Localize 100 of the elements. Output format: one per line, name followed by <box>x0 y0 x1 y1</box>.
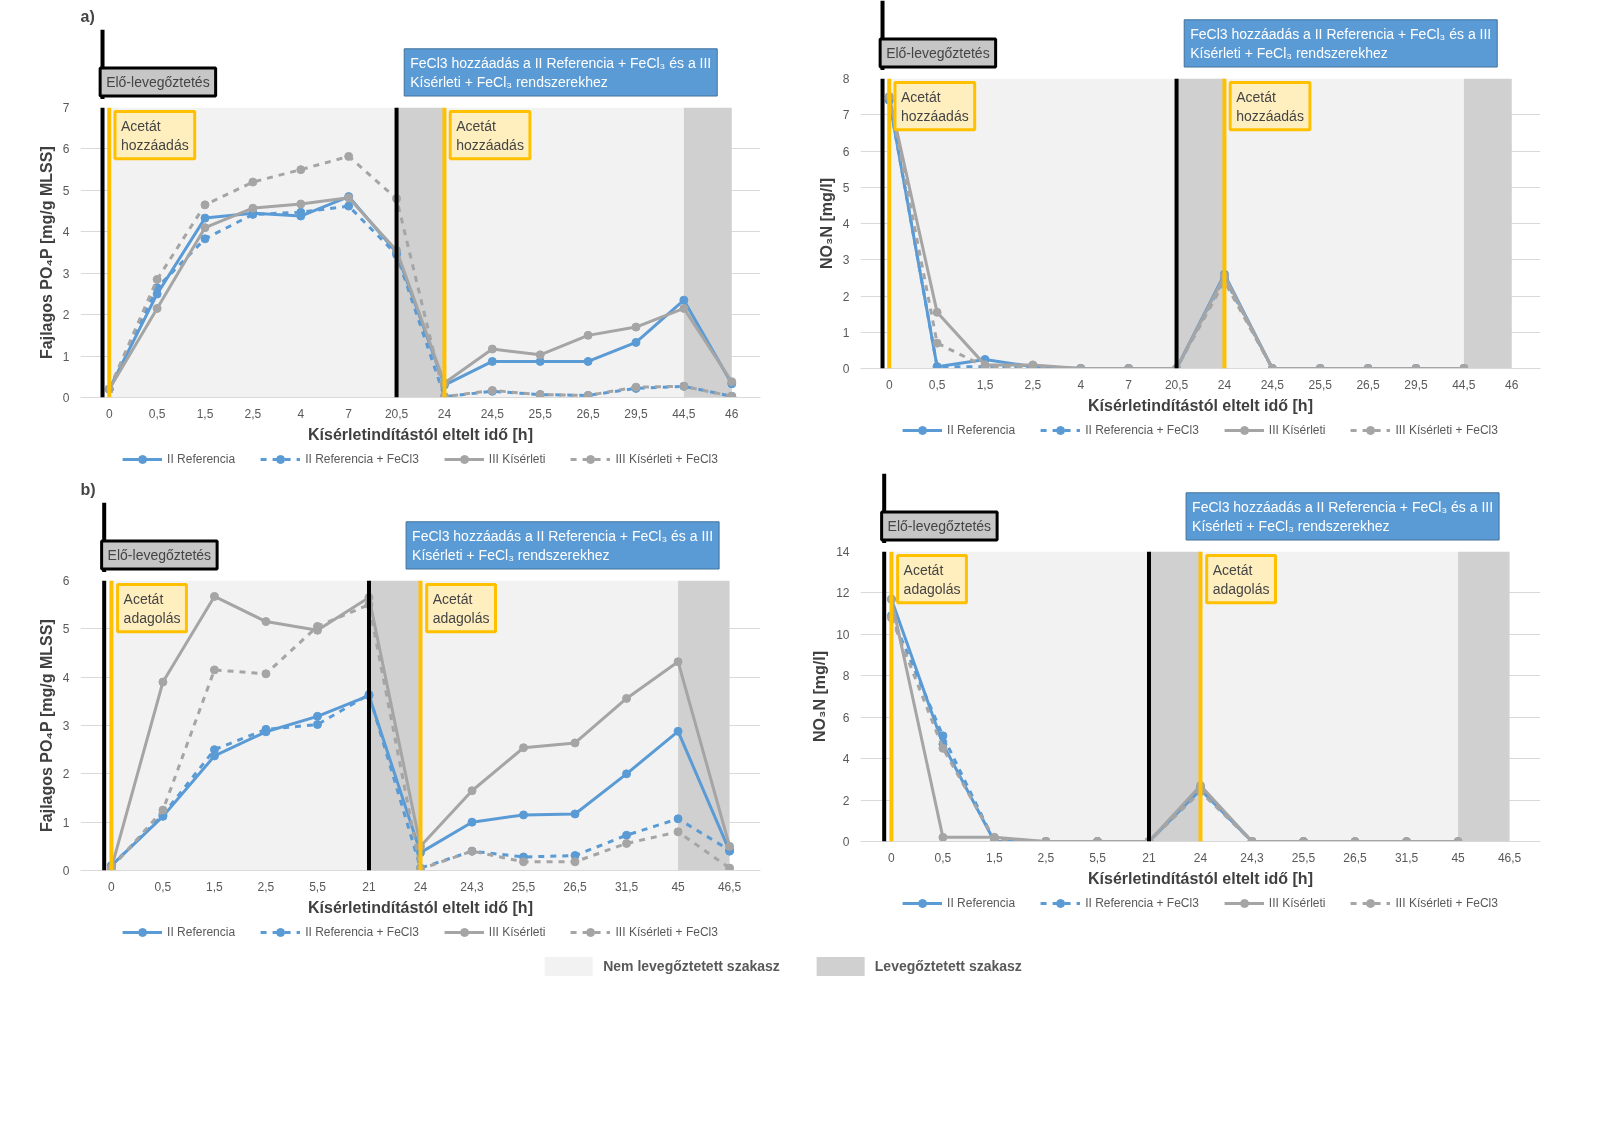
y-tick-label: 10 <box>836 627 850 642</box>
x-axis-title: Kísérletindítástól eltelt idő [h] <box>308 898 533 916</box>
x-tick-label: 0,5 <box>934 850 952 865</box>
x-tick-label: 20,5 <box>1164 377 1189 392</box>
x-tick-label: 24,3 <box>1240 850 1265 865</box>
text: FeCl3 hozzáadás a II Referencia + FeCl₃ és a III Kísérleti + FeCl₃ rendszerekhez <box>410 54 712 90</box>
legend-label: II Referencia + FeCl3 <box>305 452 419 466</box>
y-tick-label: 2 <box>62 767 70 782</box>
text: FeCl3 hozzáadás a II Referencia + FeCl₃ és a III Kísérleti + FeCl₃ rendszerekhez <box>1192 498 1494 534</box>
x-tick-label: 0 <box>108 879 116 894</box>
y-tick-label: 8 <box>842 669 850 684</box>
x-axis-title: Kísérletindítástól eltelt idő [h] <box>308 425 533 443</box>
y-tick-label: 4 <box>62 670 70 685</box>
x-tick-label: 24,3 <box>460 879 485 894</box>
y-tick-label: 0 <box>62 391 70 405</box>
text: FeCl3 hozzáadás a II Referencia + FeCl₃ és a III Kísérleti + FeCl₃ rendszerekhez <box>412 527 714 563</box>
y-tick-label: 6 <box>62 574 70 588</box>
y-tick-label: 1 <box>842 325 850 340</box>
y-tick-label: 3 <box>62 266 70 281</box>
chart-title: b) <box>80 480 96 498</box>
x-axis-title: Kísérletindítástól eltelt idő [h] <box>1088 869 1313 887</box>
x-tick-label: 5,5 <box>1089 850 1107 865</box>
y-axis-title: NO₃N [mg/l] <box>811 651 829 742</box>
x-tick-label: 45 <box>671 879 686 894</box>
y-tick-label: 4 <box>842 217 850 231</box>
legend-label: III Kísérleti <box>1268 423 1326 437</box>
y-tick-label: 5 <box>842 180 850 195</box>
x-tick-label: 2,5 <box>1037 850 1055 865</box>
x-tick-label: 24 <box>413 879 428 894</box>
x-tick-label: 24 <box>1193 850 1208 865</box>
legend-label: III Kísérleti + FeCl3 <box>1395 423 1498 437</box>
y-tick-label: 5 <box>62 183 70 198</box>
y-tick-label: 4 <box>62 225 70 240</box>
x-tick-label: 24,5 <box>480 406 505 421</box>
y-axis-title: NO₃N [mg/l] <box>817 178 835 269</box>
y-tick-label: 8 <box>842 72 850 86</box>
x-tick-label: 31,5 <box>1394 850 1419 865</box>
x-tick-label: 1,5 <box>976 377 994 392</box>
x-tick-label: 26,5 <box>1356 377 1381 392</box>
y-tick-label: 12 <box>836 586 850 601</box>
x-tick-label: 1,5 <box>986 850 1004 865</box>
x-tick-label: 20,5 <box>384 406 409 421</box>
legend-label: Levegőztetett szakasz <box>874 958 1022 974</box>
x-tick-label: 4 <box>1077 377 1085 392</box>
x-tick-label: 26,5 <box>563 879 588 894</box>
y-axis-title: Fajlagos PO₄P [mg/g MLSS] <box>37 146 55 359</box>
x-tick-label: 44,5 <box>672 406 696 421</box>
x-tick-label: 46 <box>1505 377 1519 392</box>
x-tick-label: 1,5 <box>206 879 224 894</box>
x-tick-label: 0 <box>888 850 896 865</box>
y-tick-label: 0 <box>842 835 850 849</box>
ref-line-label: Acetát adagolás <box>1212 561 1270 597</box>
ref-line-label: Elő-levegőztetés <box>886 45 990 61</box>
legend-label: II Referencia + FeCl3 <box>1085 896 1199 910</box>
y-axis-title: Fajlagos PO₄P [mg/g MLSS] <box>37 619 55 832</box>
ref-line-label: Acetát adagolás <box>123 590 181 626</box>
x-tick-label: 25,5 <box>1308 377 1333 392</box>
x-tick-label: 5,5 <box>309 879 327 894</box>
legend-label: II Referencia <box>947 896 1016 910</box>
y-tick-label: 3 <box>62 719 70 733</box>
ref-line-label: Acetát hozzáadás <box>456 117 524 153</box>
x-tick-label: 26,5 <box>576 406 601 421</box>
y-tick-label: 14 <box>836 545 850 559</box>
x-tick-label: 24,5 <box>1260 377 1285 392</box>
x-tick-label: 46,5 <box>1497 850 1522 865</box>
ref-line-label: Acetát adagolás <box>432 590 490 626</box>
legend-label: III Kísérleti + FeCl3 <box>1395 896 1498 910</box>
legend-label: II Referencia <box>167 452 236 466</box>
x-tick-label: 24 <box>437 406 452 421</box>
x-axis-title: Kísérletindítástól eltelt idő [h] <box>1088 396 1313 414</box>
x-tick-label: 25,5 <box>528 406 553 421</box>
ref-line-label: Elő-levegőztetés <box>887 518 992 534</box>
y-tick-label: 7 <box>842 108 850 123</box>
x-tick-label: 0,5 <box>928 377 946 392</box>
y-tick-label: 1 <box>62 349 70 364</box>
y-tick-label: 2 <box>842 793 850 808</box>
x-tick-label: 44,5 <box>1452 377 1476 392</box>
x-tick-label: 24 <box>1217 377 1232 392</box>
y-tick-label: 7 <box>62 101 70 115</box>
legend-label: Nem levegőztetett szakasz <box>603 958 780 974</box>
x-tick-label: 29,5 <box>1404 377 1428 392</box>
y-tick-label: 4 <box>842 752 850 767</box>
x-tick-label: 7 <box>1125 377 1133 392</box>
y-tick-label: 2 <box>842 289 850 304</box>
y-tick-label: 5 <box>62 622 70 637</box>
y-tick-label: 0 <box>842 362 850 376</box>
x-tick-label: 2,5 <box>244 406 262 421</box>
ref-line-label: Acetát hozzáadás <box>1236 88 1304 124</box>
x-tick-label: 0,5 <box>148 406 166 421</box>
text: FeCl3 hozzáadás a II Referencia + FeCl₃ és a III Kísérleti + FeCl₃ rendszerekhez <box>1190 25 1492 61</box>
x-tick-label: 45 <box>1451 850 1466 865</box>
x-tick-label: 31,5 <box>614 879 639 894</box>
x-tick-label: 0 <box>885 377 893 392</box>
y-tick-label: 2 <box>62 308 70 323</box>
x-tick-label: 26,5 <box>1343 850 1368 865</box>
x-tick-label: 25,5 <box>1291 850 1316 865</box>
legend-label: II Referencia <box>167 925 236 939</box>
x-tick-label: 0 <box>105 406 113 421</box>
x-tick-label: 2,5 <box>1024 377 1042 392</box>
x-tick-label: 46 <box>725 406 739 421</box>
